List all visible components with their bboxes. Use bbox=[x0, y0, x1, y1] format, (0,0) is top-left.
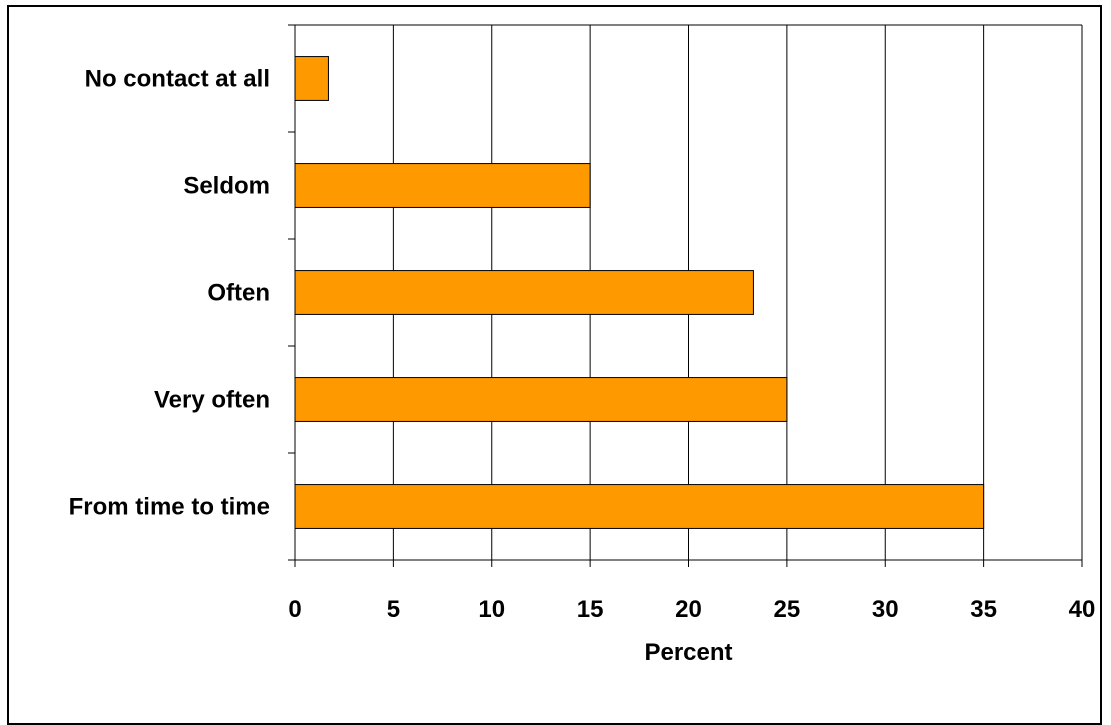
bar-no-contact-at-all bbox=[294, 56, 329, 101]
chart-frame bbox=[7, 5, 1102, 725]
category-labels: No contact at all Seldom Often Very often Fr… bbox=[69, 66, 270, 521]
category-label: No contact at all bbox=[85, 66, 270, 93]
x-tick-labels: 0 5 10 15 20 25 30 35 40 bbox=[288, 596, 1095, 623]
bar-seldom bbox=[294, 163, 591, 208]
x-tick-label: 20 bbox=[675, 596, 702, 623]
x-tick-label: 30 bbox=[872, 596, 899, 623]
x-tick-label: 40 bbox=[1069, 596, 1096, 623]
x-tick-label: 10 bbox=[478, 596, 505, 623]
x-axis-title: Percent bbox=[644, 639, 732, 666]
category-label: Very often bbox=[154, 387, 270, 414]
bar-chart: No contact at all Seldom Often Very often Fr… bbox=[69, 24, 1095, 666]
x-tick-label: 25 bbox=[774, 596, 801, 623]
x-tick-label: 35 bbox=[970, 596, 997, 623]
bar-from-time-to-time bbox=[294, 484, 985, 529]
x-tick-label: 5 bbox=[387, 596, 400, 623]
bar-very-often bbox=[294, 377, 788, 422]
category-label: Seldom bbox=[183, 173, 270, 200]
x-tick-label: 15 bbox=[577, 596, 604, 623]
category-label: Often bbox=[207, 280, 270, 307]
axes bbox=[294, 24, 1083, 561]
category-label: From time to time bbox=[69, 494, 270, 521]
x-tick-label: 0 bbox=[288, 596, 301, 623]
bar-often bbox=[294, 270, 754, 315]
bars bbox=[294, 56, 985, 529]
